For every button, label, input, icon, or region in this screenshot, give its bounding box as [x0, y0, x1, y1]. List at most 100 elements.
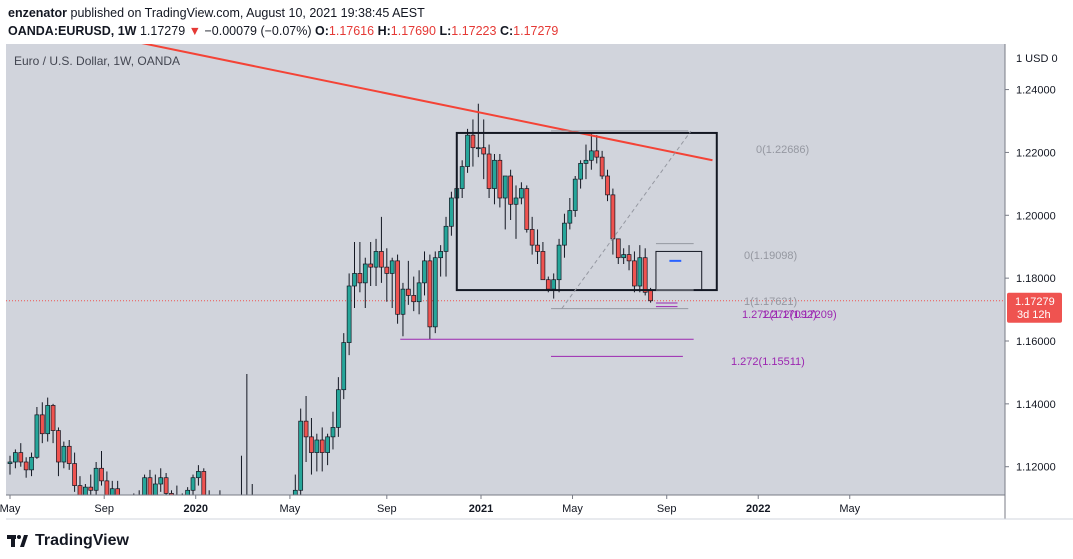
candle[interactable] — [513, 197, 519, 205]
candle[interactable] — [50, 405, 56, 431]
candle[interactable] — [104, 480, 110, 495]
candle[interactable] — [502, 175, 508, 199]
candle[interactable] — [362, 263, 368, 284]
candle[interactable] — [432, 257, 438, 328]
candle[interactable] — [61, 445, 67, 463]
candle[interactable] — [497, 159, 503, 199]
candle[interactable] — [443, 225, 449, 252]
candle[interactable] — [109, 488, 115, 495]
candle[interactable] — [648, 289, 653, 302]
candle[interactable] — [29, 456, 34, 471]
candle[interactable] — [529, 229, 535, 246]
candle[interactable] — [492, 159, 497, 189]
candle[interactable] — [93, 467, 99, 491]
candle[interactable] — [45, 405, 51, 435]
candle[interactable] — [298, 420, 304, 491]
candle[interactable] — [319, 439, 325, 453]
candle[interactable] — [470, 134, 476, 149]
candle[interactable] — [615, 238, 621, 259]
candle[interactable] — [346, 285, 352, 343]
candle[interactable] — [626, 254, 632, 262]
candle[interactable] — [314, 439, 320, 453]
candle[interactable] — [449, 197, 454, 227]
candle[interactable] — [508, 175, 513, 205]
trendline[interactable] — [131, 41, 713, 162]
candle[interactable] — [39, 414, 45, 435]
plot-area[interactable] — [6, 44, 1005, 495]
candle[interactable] — [578, 163, 583, 180]
candle[interactable] — [23, 461, 29, 471]
candle[interactable] — [621, 254, 627, 259]
candle[interactable] — [475, 147, 481, 150]
candle[interactable] — [422, 260, 427, 284]
candle[interactable] — [637, 257, 643, 287]
candle[interactable] — [481, 147, 487, 155]
candle[interactable] — [389, 260, 395, 274]
candle[interactable] — [115, 488, 121, 495]
candle[interactable] — [56, 430, 61, 463]
candle[interactable] — [13, 452, 18, 463]
candle[interactable] — [599, 156, 605, 177]
candle[interactable] — [34, 414, 40, 458]
candle[interactable] — [88, 486, 94, 491]
candle[interactable] — [158, 477, 164, 485]
candle[interactable] — [405, 288, 411, 296]
candle[interactable] — [373, 251, 379, 268]
candle[interactable] — [642, 257, 648, 293]
candle[interactable] — [330, 427, 336, 438]
candle[interactable] — [357, 273, 363, 284]
candle[interactable] — [416, 282, 422, 303]
candle[interactable] — [545, 279, 551, 290]
candle[interactable] — [535, 244, 540, 252]
candle[interactable] — [201, 471, 207, 495]
candle[interactable] — [352, 273, 357, 287]
range-rectangle[interactable] — [455, 131, 718, 292]
candle[interactable] — [589, 150, 594, 161]
candle[interactable] — [486, 153, 492, 189]
candle[interactable] — [99, 467, 104, 482]
candle[interactable] — [185, 489, 190, 495]
candle[interactable] — [83, 486, 88, 495]
candle[interactable] — [572, 178, 578, 211]
candle[interactable] — [341, 342, 347, 391]
candle[interactable] — [18, 452, 24, 463]
candle[interactable] — [438, 251, 443, 259]
candle[interactable] — [556, 244, 562, 281]
candle[interactable] — [605, 175, 610, 196]
candle[interactable] — [163, 477, 169, 494]
last-price-badge[interactable] — [1007, 292, 1062, 323]
candle[interactable] — [77, 485, 83, 495]
candle[interactable] — [610, 194, 616, 240]
candle[interactable] — [384, 266, 390, 274]
candle[interactable] — [459, 166, 465, 189]
candle[interactable] — [196, 471, 201, 479]
candle[interactable] — [368, 263, 374, 268]
publisher-name[interactable]: enzenator — [8, 6, 68, 20]
candle[interactable] — [292, 489, 298, 495]
candle[interactable] — [411, 295, 417, 303]
candle[interactable] — [594, 150, 600, 158]
candle[interactable] — [7, 461, 13, 464]
candle[interactable] — [152, 483, 158, 495]
candle[interactable] — [632, 260, 637, 287]
candle[interactable] — [583, 159, 589, 164]
candle[interactable] — [519, 188, 524, 199]
candle[interactable] — [400, 288, 406, 315]
candle[interactable] — [427, 260, 433, 328]
candle[interactable] — [465, 134, 470, 167]
candle[interactable] — [395, 260, 400, 315]
candle[interactable] — [336, 389, 341, 428]
candle[interactable] — [303, 420, 309, 438]
candle[interactable] — [567, 210, 573, 224]
candle[interactable] — [190, 477, 196, 491]
candle[interactable] — [147, 477, 153, 495]
candle[interactable] — [562, 222, 567, 246]
candle[interactable] — [142, 477, 147, 495]
candle[interactable] — [72, 463, 77, 486]
candle[interactable] — [551, 279, 557, 290]
candle[interactable] — [66, 445, 72, 464]
candle[interactable] — [540, 251, 546, 281]
candle[interactable] — [379, 251, 384, 268]
candle[interactable] — [325, 436, 330, 453]
